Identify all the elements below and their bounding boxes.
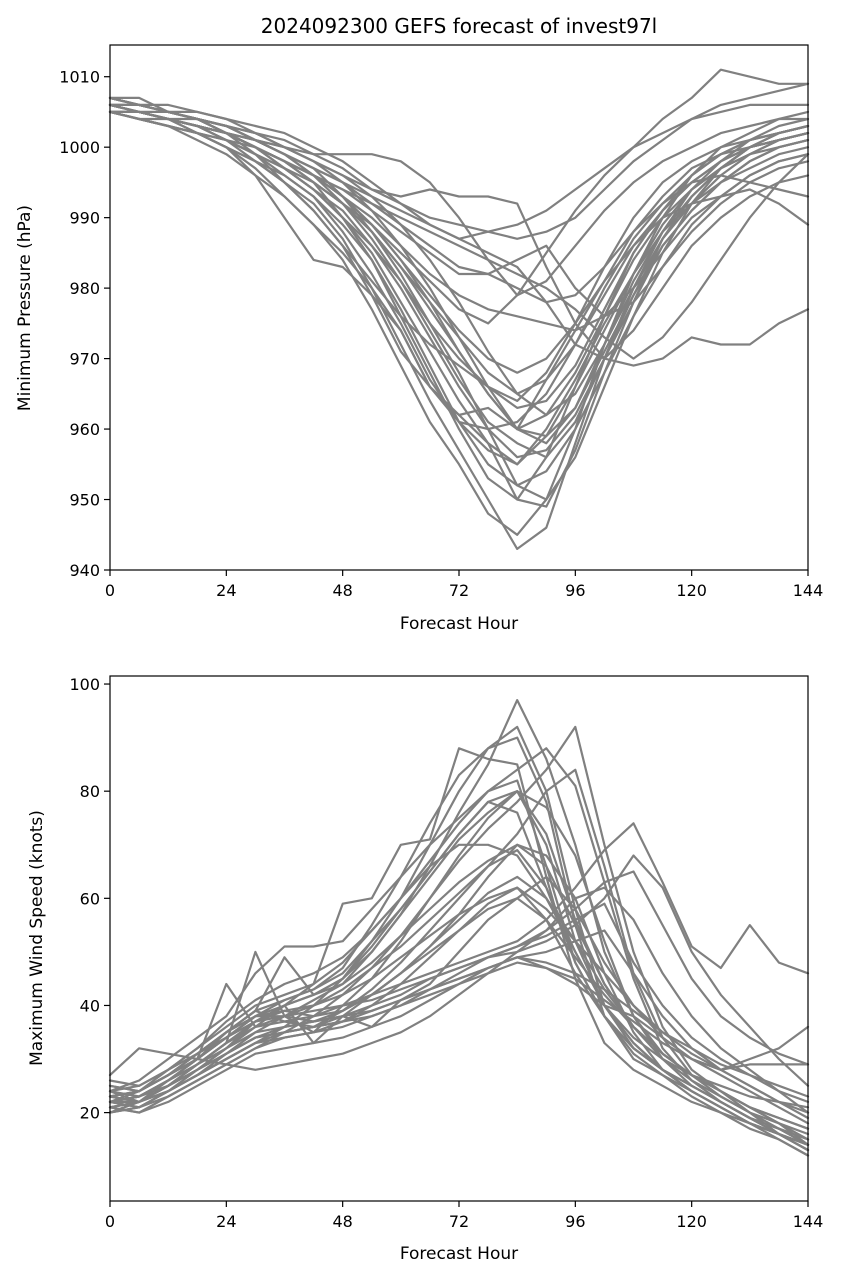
wind-y-tick-label: 100	[69, 675, 100, 694]
wind-member-line-30	[108, 956, 810, 1104]
pressure-member-line-29	[108, 103, 810, 318]
wind-y-tick-label: 80	[80, 782, 100, 801]
wind-axes-frame	[109, 675, 809, 1202]
wind-member-line-28	[108, 902, 810, 1104]
wind-x-axis-label: Forecast Hour	[400, 1244, 518, 1264]
wind-x-tick-label: 24	[216, 1212, 236, 1231]
pressure-member-line-23	[108, 103, 810, 374]
pressure-x-tick-label: 96	[565, 581, 585, 600]
pressure-panel: 2024092300 GEFS forecast of invest97l 0 2…	[15, 14, 823, 634]
pressure-y-tick-label: 940	[69, 561, 100, 580]
pressure-y-tick-label: 990	[69, 209, 100, 228]
wind-x-tick-label: 0	[105, 1212, 115, 1231]
pressure-member-lines	[108, 68, 810, 551]
pressure-y-axis-label: Minimum Pressure (hPa)	[15, 205, 35, 411]
wind-x-tick-label: 144	[793, 1212, 824, 1231]
wind-x-tick-label: 96	[565, 1212, 585, 1231]
wind-member-line-17	[108, 875, 810, 1125]
pressure-axes-frame	[109, 44, 809, 571]
pressure-x-tick-label: 72	[449, 581, 469, 600]
wind-y-tick-label: 60	[80, 889, 100, 908]
pressure-y-tick-label: 1000	[59, 138, 100, 157]
wind-x-tick-label: 48	[332, 1212, 352, 1231]
wind-member-lines	[108, 698, 810, 1157]
pressure-y-tick-label: 950	[69, 491, 100, 510]
pressure-y-tick-label: 970	[69, 350, 100, 369]
wind-y-axis-label: Maximum Wind Speed (knots)	[27, 810, 47, 1066]
pressure-x-axis-label: Forecast Hour	[400, 614, 518, 634]
pressure-member-line-28	[108, 96, 810, 240]
wind-member-line-27	[108, 843, 810, 1130]
wind-x-tick-label: 120	[676, 1212, 707, 1231]
pressure-member-line-30	[108, 110, 810, 304]
wind-member-line-20	[108, 790, 810, 1152]
pressure-x-tick-label: 0	[105, 581, 115, 600]
pressure-axis-ticks: 0 24 48 72 96 120 144 940 950 960 970 980 990 1000 101…	[59, 68, 823, 600]
wind-x-tick-label: 72	[449, 1212, 469, 1231]
pressure-y-tick-label: 960	[69, 420, 100, 439]
wind-y-tick-label: 40	[80, 996, 100, 1015]
wind-axis-ticks: 0 24 48 72 96 120 144 20 40 60 80 100	[69, 675, 823, 1231]
wind-y-tick-label: 20	[80, 1104, 100, 1123]
pressure-x-tick-label: 144	[793, 581, 824, 600]
pressure-x-tick-label: 120	[676, 581, 707, 600]
chart-title: 2024092300 GEFS forecast of invest97l	[261, 14, 657, 38]
pressure-y-tick-label: 1010	[59, 68, 100, 87]
pressure-x-tick-label: 24	[216, 581, 236, 600]
wind-member-line-22	[108, 747, 810, 1146]
pressure-member-line-22	[108, 110, 810, 487]
wind-panel: 0 24 48 72 96 120 144 20 40 60 80 100 Forecast Hour…	[27, 675, 823, 1264]
pressure-y-tick-label: 980	[69, 279, 100, 298]
pressure-x-tick-label: 48	[332, 581, 352, 600]
